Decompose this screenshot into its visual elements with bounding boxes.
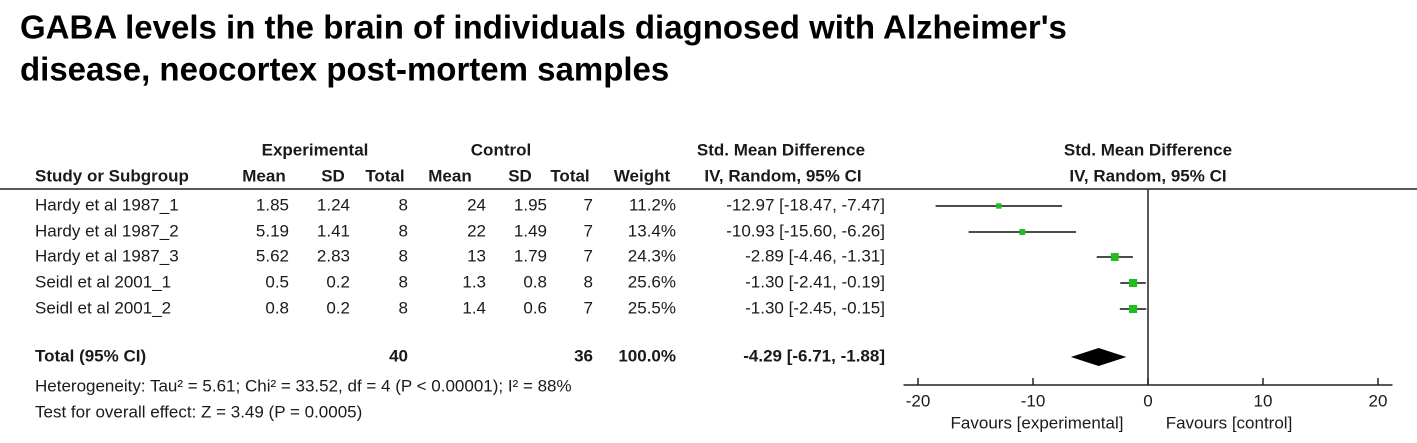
table-cell: 0.2 xyxy=(326,272,350,291)
table-cell: 1.24 xyxy=(317,195,350,214)
table-cell: 24 xyxy=(467,195,486,214)
column-header: IV, Random, 95% CI xyxy=(704,166,861,185)
table-cell: 1.3 xyxy=(462,272,486,291)
table-cell: 1.79 xyxy=(514,246,547,265)
total-cell: 40 xyxy=(389,346,408,365)
table-cell: 13.4% xyxy=(628,221,676,240)
total-cell: 36 xyxy=(574,346,593,365)
favours-label: Favours [control] xyxy=(1166,413,1293,432)
table-cell: 5.19 xyxy=(256,221,289,240)
x-tick-label: 0 xyxy=(1143,391,1152,410)
group-header: Std. Mean Difference xyxy=(697,140,865,159)
column-header: Total xyxy=(365,166,404,185)
table-cell: -1.30 [-2.41, -0.19] xyxy=(745,272,885,291)
title-line: disease, neocortex post-mortem samples xyxy=(20,51,669,88)
table-cell: 25.5% xyxy=(628,298,676,317)
table-cell: 1.41 xyxy=(317,221,350,240)
table-cell: 8 xyxy=(399,272,408,291)
overall-effect: Test for overall effect: Z = 3.49 (P = 0… xyxy=(35,402,362,421)
column-header: Study or Subgroup xyxy=(35,166,189,185)
estimate-square xyxy=(1129,304,1138,314)
table-cell: 8 xyxy=(399,246,408,265)
table-cell: -12.97 [-18.47, -7.47] xyxy=(726,195,885,214)
table-cell: 5.62 xyxy=(256,246,289,265)
column-header: Mean xyxy=(428,166,471,185)
table-cell: Hardy et al 1987_2 xyxy=(35,221,179,240)
total-cell: -4.29 [-6.71, -1.88] xyxy=(743,346,885,365)
table-cell: 13 xyxy=(467,246,486,265)
table-cell: 8 xyxy=(399,221,408,240)
table-cell: -1.30 [-2.45, -0.15] xyxy=(745,298,885,317)
estimate-square xyxy=(1110,253,1119,261)
total-diamond xyxy=(1070,348,1127,366)
table-cell: 0.5 xyxy=(265,272,289,291)
table-cell: 8 xyxy=(399,195,408,214)
x-tick-label: 10 xyxy=(1254,391,1273,410)
table-cell: 11.2% xyxy=(629,195,676,214)
table-cell: 1.95 xyxy=(514,195,547,214)
estimate-square xyxy=(996,203,1002,209)
table-cell: 7 xyxy=(584,221,593,240)
table-cell: Seidl et al 2001_2 xyxy=(35,298,171,317)
total-cell: 100.0% xyxy=(618,346,676,365)
table-cell: 8 xyxy=(584,272,593,291)
table-cell: 8 xyxy=(399,298,408,317)
column-header: SD xyxy=(321,166,345,185)
plot-subtitle: IV, Random, 95% CI xyxy=(1069,166,1226,185)
x-tick-label: -20 xyxy=(906,391,931,410)
group-header: Control xyxy=(471,140,531,159)
table-cell: 1.85 xyxy=(256,195,289,214)
estimate-square xyxy=(1129,278,1138,288)
title-line: GABA levels in the brain of individuals … xyxy=(20,9,1067,46)
favours-label: Favours [experimental] xyxy=(951,413,1124,432)
x-tick-label: -10 xyxy=(1021,391,1046,410)
table-cell: 0.8 xyxy=(265,298,289,317)
table-cell: Seidl et al 2001_1 xyxy=(35,272,171,291)
table-cell: 7 xyxy=(584,195,593,214)
column-header: Weight xyxy=(614,166,671,185)
total-cell: Total (95% CI) xyxy=(35,346,146,365)
table-cell: 1.49 xyxy=(514,221,547,240)
table-cell: -10.93 [-15.60, -6.26] xyxy=(726,221,885,240)
table-cell: Hardy et al 1987_3 xyxy=(35,246,179,265)
estimate-square xyxy=(1019,229,1026,235)
table-cell: 1.4 xyxy=(462,298,486,317)
heterogeneity: Heterogeneity: Tau² = 5.61; Chi² = 33.52… xyxy=(35,376,572,395)
table-cell: Hardy et al 1987_1 xyxy=(35,195,179,214)
table-cell: 25.6% xyxy=(628,272,676,291)
table-cell: 7 xyxy=(584,246,593,265)
table-cell: 0.6 xyxy=(523,298,547,317)
table-cell: 0.2 xyxy=(326,298,350,317)
column-header: Mean xyxy=(242,166,285,185)
plot-title: Std. Mean Difference xyxy=(1064,140,1232,159)
table-cell: -2.89 [-4.46, -1.31] xyxy=(745,246,885,265)
table-cell: 2.83 xyxy=(317,246,350,265)
column-header: SD xyxy=(508,166,532,185)
table-cell: 22 xyxy=(467,221,486,240)
table-cell: 24.3% xyxy=(628,246,676,265)
table-cell: 0.8 xyxy=(523,272,547,291)
table-cell: 7 xyxy=(584,298,593,317)
group-header: Experimental xyxy=(262,140,369,159)
x-tick-label: 20 xyxy=(1369,391,1388,410)
column-header: Total xyxy=(550,166,589,185)
